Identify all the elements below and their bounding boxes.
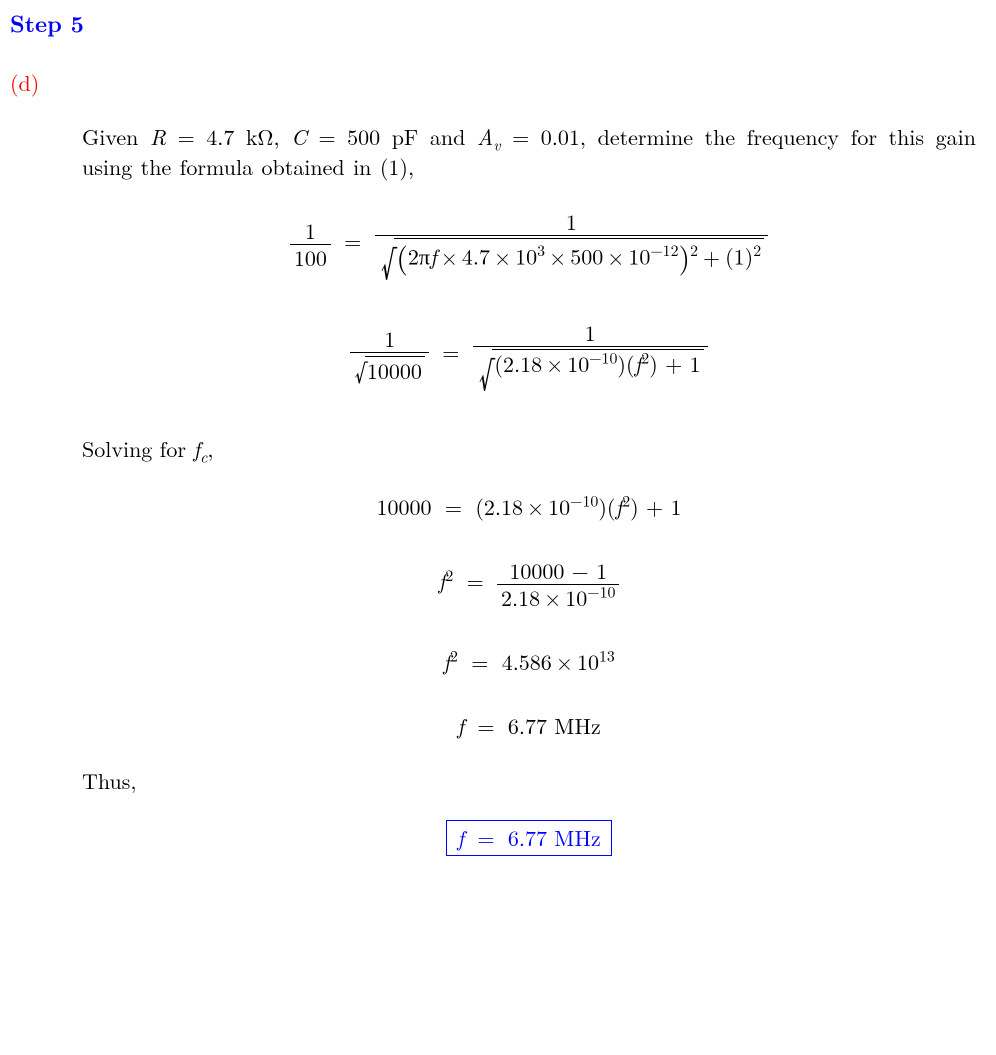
- sq4: 2: [445, 562, 453, 585]
- R-val: 4.7: [462, 241, 490, 272]
- sq-1: 2: [690, 238, 698, 261]
- val-R: 4.7 kΩ: [206, 121, 273, 152]
- fsq2: 2: [641, 346, 649, 369]
- sqrt-sign-1: √: [380, 241, 395, 281]
- equation-2: 1 √ 10000 = 1 √ (2.18×10−10)(f2) + 1: [82, 322, 976, 389]
- eq1-lhs-frac: 1 100: [290, 220, 331, 269]
- sqrt-1: √ (2πf×4.7×103×500×10−12)2+(1)2: [379, 238, 765, 278]
- sep1: ,: [273, 121, 291, 152]
- sub-v: v: [493, 132, 500, 155]
- C-val: 500: [570, 241, 603, 272]
- eq2-rhs-frac: 1 √ (2.18×10−10)(f2) + 1: [473, 322, 708, 389]
- one-sq: 2: [753, 238, 761, 261]
- sym-R: R: [150, 121, 166, 152]
- exp-neg12: −12: [650, 238, 678, 261]
- eq1-rhs-den: √ (2πf×4.7×103×500×10−12)2+(1)2: [375, 236, 769, 278]
- part-label: (d): [10, 67, 986, 98]
- equation-3: 10000 = (2.18×10−10)(f2) + 1: [82, 496, 976, 518]
- eq2-lhs-den: √ 10000: [350, 353, 428, 382]
- final-answer-box: f = 6.77 MHz: [446, 820, 611, 856]
- two-pi: 2π: [408, 241, 430, 272]
- eq3-lhs: 10000: [377, 491, 432, 522]
- solving-prefix: Solving for: [82, 433, 193, 464]
- den-ten4: 10: [565, 582, 587, 613]
- final-answer-row: f = 6.77 MHz: [82, 820, 976, 856]
- equals-6: =: [477, 710, 494, 741]
- eq-sign-2: =: [307, 121, 347, 152]
- sqrt-2r: √ (2.18×10−10)(f2) + 1: [477, 349, 704, 389]
- plus1-2: ) + 1: [649, 348, 700, 379]
- eq4-den: 2.18×10−10: [497, 585, 619, 609]
- sym-C: C: [291, 121, 307, 152]
- sqrt-sign-2r: √: [479, 352, 494, 392]
- thus-text: Thus,: [82, 765, 976, 796]
- eq-sign-3: =: [501, 121, 541, 152]
- den-a4: 2.18: [501, 582, 540, 613]
- sq5: 2: [450, 643, 458, 666]
- ten-3: 10: [515, 241, 537, 272]
- equals-4: =: [467, 565, 484, 596]
- comma: ,: [207, 433, 213, 464]
- close2: )(: [617, 348, 634, 379]
- f-1: f: [430, 241, 437, 272]
- step-heading: Step 5: [10, 6, 986, 39]
- sqrt-sign-2l: √: [354, 357, 366, 383]
- intro-paragraph: Given R = 4.7 kΩ, C = 500 pF and Av = 0.…: [82, 122, 976, 181]
- ten3b: 10: [548, 491, 570, 522]
- eq2-rhs-num: 1: [473, 322, 708, 347]
- a3: (2.18: [475, 491, 523, 522]
- equals-final: =: [477, 822, 494, 853]
- eq2-lhs-num: 1: [350, 328, 428, 353]
- sqrt-body-1: (2πf×4.7×103×500×10−12)2+(1)2: [394, 238, 764, 278]
- f5: f: [443, 646, 450, 677]
- eq2-lhs-frac: 1 √ 10000: [350, 328, 428, 382]
- equation-5: f2 = 4.586×1013: [82, 651, 976, 673]
- eq1-rhs-num: 1: [375, 211, 769, 236]
- exp-3: 3: [537, 238, 545, 261]
- val6: 6.77 MHz: [508, 710, 601, 741]
- equals-3: =: [445, 491, 462, 522]
- equals-2: =: [442, 336, 459, 367]
- f6: f: [457, 710, 464, 741]
- val-Av: 0.01: [541, 121, 580, 152]
- equation-4: f2 = 10000 − 1 2.18×10−10: [82, 560, 976, 609]
- eq2-rhs-den: √ (2.18×10−10)(f2) + 1: [473, 347, 708, 389]
- close3: )(: [598, 491, 615, 522]
- equation-1: 1 100 = 1 √ (2πf×4.7×103×500×10−12)2+(1)…: [82, 211, 976, 278]
- equation-6: f = 6.77 MHz: [82, 715, 976, 737]
- exp5: 13: [599, 643, 615, 666]
- solving-text: Solving for fc,: [82, 433, 976, 464]
- sqrt-body-2l: 10000: [365, 356, 425, 382]
- exp2: −10: [589, 346, 617, 369]
- fsq3: 2: [622, 488, 630, 511]
- sqrt-body-2r: (2.18×10−10)(f2) + 1: [492, 349, 703, 389]
- ten-neg12: 10: [628, 241, 650, 272]
- val5: 4.586: [502, 646, 552, 677]
- solution-content: Given R = 4.7 kΩ, C = 500 pF and Av = 0.…: [82, 122, 976, 856]
- equals-1: =: [344, 225, 361, 256]
- eq1-rhs-frac: 1 √ (2πf×4.7×103×500×10−12)2+(1)2: [375, 211, 769, 278]
- val-C: 500 pF: [347, 121, 418, 152]
- sym-Av: A: [477, 121, 493, 152]
- ten5: 10: [577, 646, 599, 677]
- a2: (2.18: [494, 348, 542, 379]
- ten2: 10: [567, 348, 589, 379]
- equals-5: =: [471, 646, 488, 677]
- eq-sign-1: =: [166, 121, 206, 152]
- final-f: f: [457, 822, 464, 853]
- intro-prefix: Given: [82, 121, 150, 152]
- eq4-frac: 10000 − 1 2.18×10−10: [497, 560, 619, 609]
- plus-one: (1): [725, 241, 753, 272]
- plus1-3: ) + 1: [630, 491, 681, 522]
- den-exp4: −10: [587, 579, 615, 602]
- exp3b: −10: [570, 488, 598, 511]
- eq1-lhs-den: 100: [290, 245, 331, 269]
- sqrt-2l: √ 10000: [354, 356, 424, 382]
- and: and: [418, 121, 477, 152]
- final-val: 6.77 MHz: [508, 822, 601, 853]
